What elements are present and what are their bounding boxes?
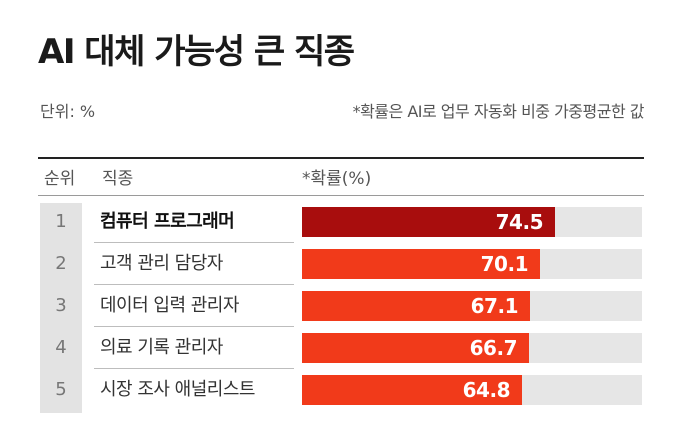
unit-label: 단위: % bbox=[40, 102, 96, 121]
job-label: 고객 관리 담당자 bbox=[100, 253, 223, 274]
value-label: 64.8 bbox=[462, 378, 511, 402]
row-divider bbox=[94, 326, 294, 327]
row-divider bbox=[94, 368, 294, 369]
table-row: 3 데이터 입력 관리자 67.1 bbox=[0, 289, 686, 331]
value-label: 67.1 bbox=[470, 294, 519, 318]
footnote: *확률은 AI로 업무 자동화 비중 가중평균한 값 bbox=[352, 102, 645, 121]
row-divider bbox=[94, 242, 294, 243]
bar-track: 67.1 bbox=[302, 291, 642, 321]
job-column-header: 직종 bbox=[102, 169, 134, 189]
job-label: 컴퓨터 프로그래머 bbox=[100, 211, 235, 232]
bar-track: 66.7 bbox=[302, 333, 642, 363]
rank-number: 2 bbox=[55, 253, 67, 274]
bar: 70.1 bbox=[302, 249, 540, 279]
probability-column-header: *확률(%) bbox=[302, 169, 372, 189]
rank-column-background bbox=[40, 203, 82, 413]
row-divider bbox=[94, 284, 294, 285]
table-row: 1 컴퓨터 프로그래머 74.5 bbox=[0, 205, 686, 247]
rank-number: 1 bbox=[55, 211, 67, 232]
bar: 67.1 bbox=[302, 291, 530, 321]
bar-track: 70.1 bbox=[302, 249, 642, 279]
bar: 64.8 bbox=[302, 375, 522, 405]
value-label: 66.7 bbox=[469, 336, 518, 360]
table-row: 5 시장 조사 애널리스트 64.8 bbox=[0, 373, 686, 415]
value-label: 70.1 bbox=[480, 252, 529, 276]
bar-track: 74.5 bbox=[302, 207, 642, 237]
bar-track: 64.8 bbox=[302, 375, 642, 405]
rank-column-header: 순위 bbox=[44, 169, 76, 189]
bar: 74.5 bbox=[302, 207, 555, 237]
job-label: 시장 조사 애널리스트 bbox=[100, 379, 255, 400]
table-row: 4 의료 기록 관리자 66.7 bbox=[0, 331, 686, 373]
job-label: 데이터 입력 관리자 bbox=[100, 295, 239, 316]
job-label: 의료 기록 관리자 bbox=[100, 337, 223, 358]
rank-number: 3 bbox=[55, 295, 67, 316]
top-rule bbox=[38, 157, 644, 159]
rank-number: 4 bbox=[55, 337, 67, 358]
header-rule bbox=[38, 195, 644, 196]
chart-title: AI 대체 가능성 큰 직종 bbox=[38, 32, 355, 72]
value-label: 74.5 bbox=[495, 210, 544, 234]
bar: 66.7 bbox=[302, 333, 529, 363]
table-row: 2 고객 관리 담당자 70.1 bbox=[0, 247, 686, 289]
rank-number: 5 bbox=[55, 379, 67, 400]
